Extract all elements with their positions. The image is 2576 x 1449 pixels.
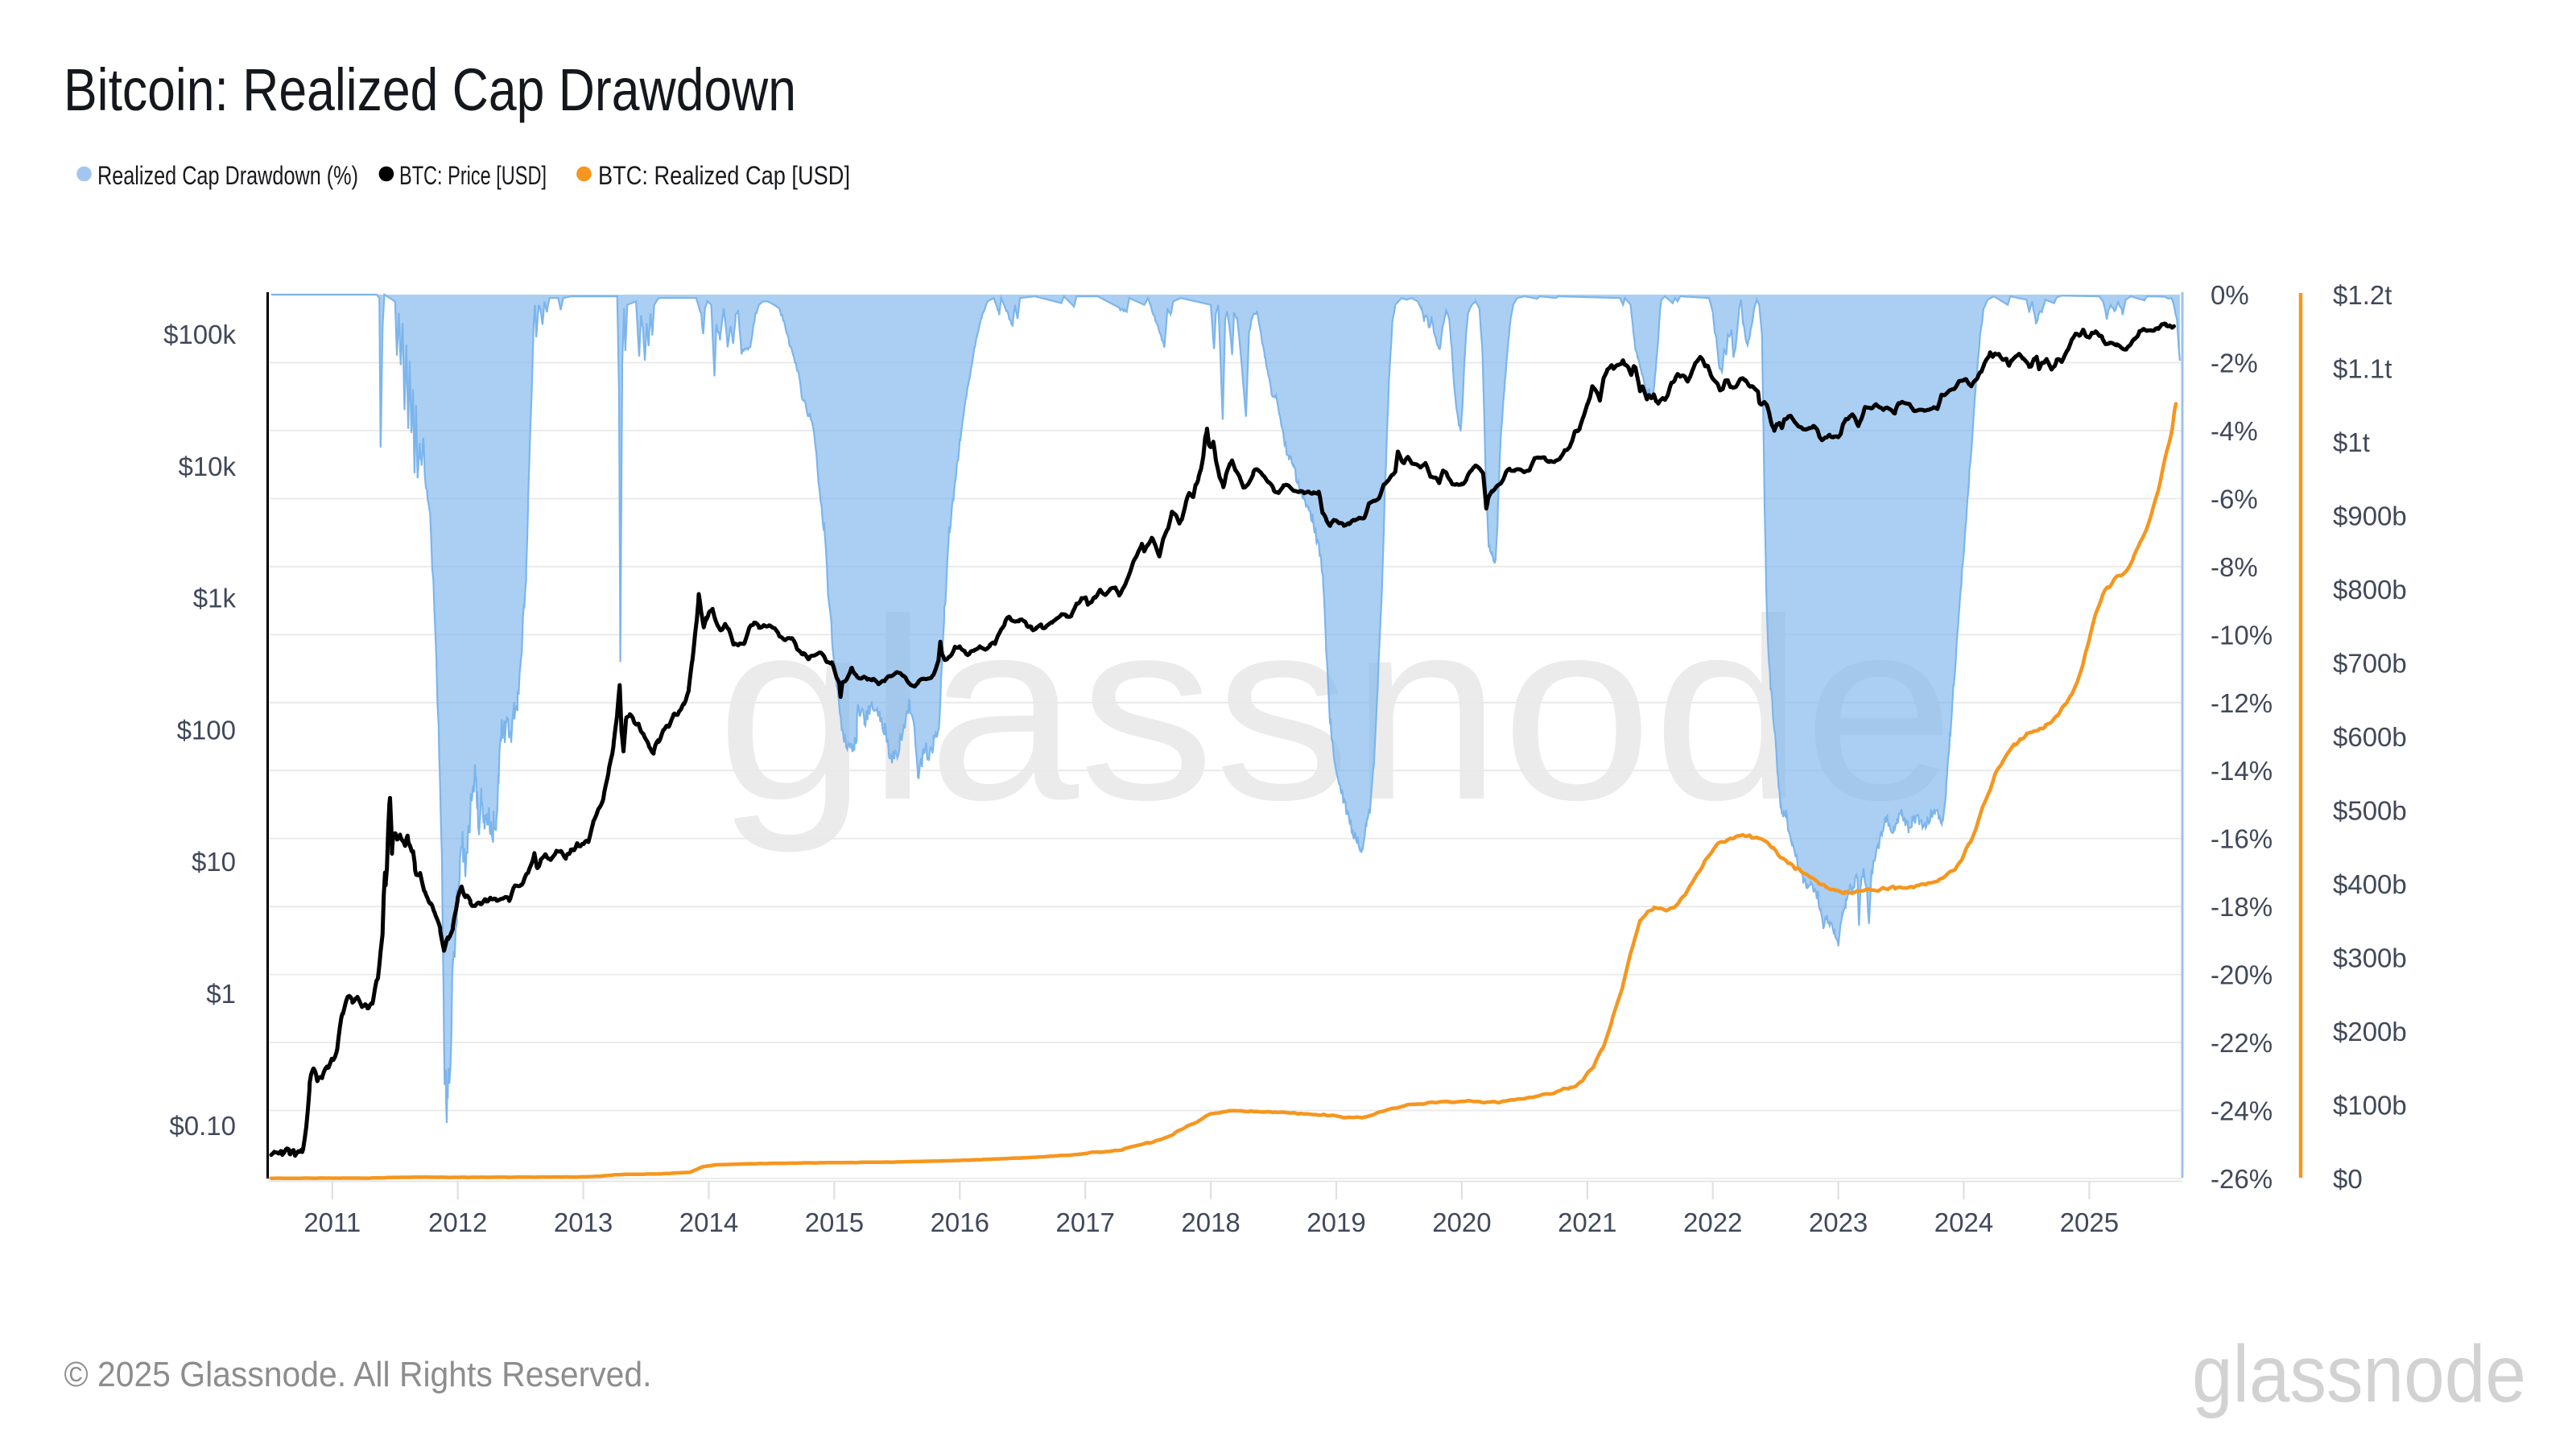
- svg-text:$1k: $1k: [193, 584, 237, 613]
- svg-text:$300b: $300b: [2333, 943, 2407, 973]
- svg-text:$900b: $900b: [2333, 502, 2407, 531]
- svg-text:$800b: $800b: [2333, 575, 2407, 605]
- svg-text:2019: 2019: [1307, 1208, 1365, 1237]
- svg-text:$0.10: $0.10: [169, 1111, 236, 1141]
- svg-text:$0: $0: [2333, 1164, 2363, 1194]
- svg-text:Realized Cap Drawdown (%): Realized Cap Drawdown (%): [97, 161, 358, 190]
- svg-text:Bitcoin: Realized Cap Drawdown: Bitcoin: Realized Cap Drawdown: [64, 56, 796, 123]
- svg-text:-20%: -20%: [2211, 960, 2273, 990]
- svg-text:2024: 2024: [1934, 1208, 1993, 1237]
- svg-text:$500b: $500b: [2333, 796, 2407, 826]
- svg-text:-10%: -10%: [2211, 620, 2273, 650]
- svg-text:2015: 2015: [805, 1208, 864, 1237]
- svg-text:-22%: -22%: [2211, 1028, 2273, 1058]
- svg-text:-6%: -6%: [2211, 484, 2258, 514]
- svg-text:2016: 2016: [931, 1208, 989, 1237]
- svg-text:$1.1t: $1.1t: [2333, 354, 2392, 384]
- svg-text:2021: 2021: [1558, 1208, 1616, 1237]
- svg-text:$10k: $10k: [178, 452, 236, 481]
- svg-text:BTC: Realized Cap [USD]: BTC: Realized Cap [USD]: [598, 161, 850, 190]
- svg-text:2017: 2017: [1055, 1208, 1114, 1237]
- svg-text:$700b: $700b: [2333, 649, 2407, 679]
- svg-text:$10: $10: [192, 847, 236, 877]
- svg-text:-18%: -18%: [2211, 892, 2273, 922]
- svg-text:-14%: -14%: [2211, 756, 2273, 786]
- svg-text:-24%: -24%: [2211, 1096, 2273, 1126]
- svg-text:2025: 2025: [2060, 1208, 2119, 1237]
- svg-text:© 2025 Glassnode. All Rights R: © 2025 Glassnode. All Rights Reserved.: [64, 1355, 652, 1394]
- svg-text:$100k: $100k: [163, 320, 236, 349]
- svg-text:-2%: -2%: [2211, 349, 2258, 378]
- svg-text:2022: 2022: [1683, 1208, 1742, 1237]
- svg-text:2020: 2020: [1432, 1208, 1491, 1237]
- svg-text:0%: 0%: [2211, 280, 2249, 310]
- svg-text:$600b: $600b: [2333, 722, 2407, 752]
- svg-text:-4%: -4%: [2211, 416, 2258, 446]
- svg-text:BTC: Price [USD]: BTC: Price [USD]: [399, 161, 547, 190]
- svg-text:$200b: $200b: [2333, 1017, 2407, 1046]
- svg-text:2013: 2013: [554, 1208, 613, 1237]
- svg-text:$1.2t: $1.2t: [2333, 280, 2392, 310]
- svg-text:2011: 2011: [303, 1208, 361, 1237]
- svg-text:2023: 2023: [1809, 1208, 1868, 1237]
- svg-text:-8%: -8%: [2211, 552, 2258, 582]
- svg-text:$1: $1: [206, 979, 236, 1009]
- svg-text:glassnode: glassnode: [2192, 1329, 2526, 1419]
- svg-text:2018: 2018: [1181, 1208, 1240, 1237]
- svg-text:2012: 2012: [428, 1208, 487, 1237]
- svg-text:2014: 2014: [679, 1208, 738, 1237]
- svg-text:$100b: $100b: [2333, 1091, 2407, 1121]
- svg-text:-16%: -16%: [2211, 824, 2273, 854]
- svg-text:$400b: $400b: [2333, 869, 2407, 899]
- svg-text:-26%: -26%: [2211, 1164, 2273, 1194]
- svg-text:-12%: -12%: [2211, 688, 2273, 718]
- svg-text:$100: $100: [177, 715, 236, 745]
- svg-text:$1t: $1t: [2333, 427, 2370, 457]
